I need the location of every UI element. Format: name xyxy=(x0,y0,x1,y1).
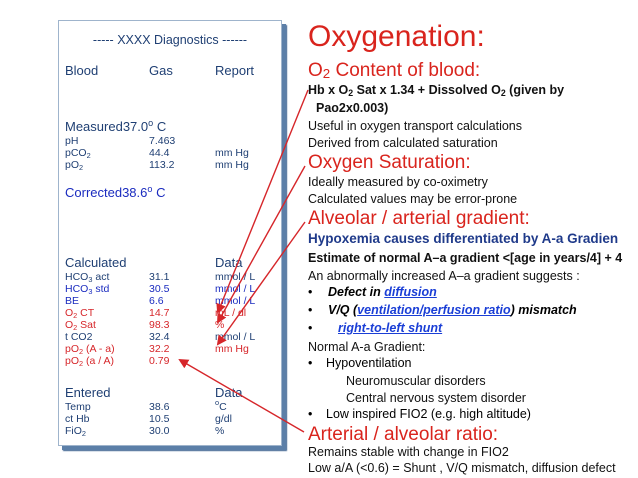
saturation-line-2: Calculated values may be error-prone xyxy=(308,192,518,206)
diffusion-link[interactable]: diffusion xyxy=(384,285,437,299)
row-value: 32.2 xyxy=(149,343,170,355)
bullet-low-fio2: • Low inspired FIO2 (e.g. high altitude) xyxy=(308,407,531,421)
bullet-dot: • xyxy=(308,285,313,299)
ratio-line-1: Remains stable with change in FIO2 xyxy=(308,445,509,459)
cns-text: Central nervous system disorder xyxy=(346,391,526,405)
row-value: 6.6 xyxy=(149,295,164,307)
row-name: pO2 (a / A) xyxy=(65,355,115,368)
row-name: FiO2 xyxy=(65,425,87,438)
corrected-label: Corrected38.6o C xyxy=(65,184,166,200)
row-value: 10.5 xyxy=(149,413,170,425)
row-unit: oC xyxy=(215,398,227,413)
row-name: O2 CT xyxy=(65,307,95,320)
row-value: 7.463 xyxy=(149,135,176,147)
row-name: HCO3 std xyxy=(65,283,110,296)
row-unit: mmol / L xyxy=(215,283,256,295)
report-title-text: XXXX Diagnostics xyxy=(117,33,219,47)
vq-ratio-link[interactable]: ventilation/perfusion ratio xyxy=(357,303,511,317)
notes-title: Oxygenation: xyxy=(308,20,485,53)
bullet-diffusion-text: Defect in diffusion xyxy=(328,285,437,299)
row-unit: mm Hg xyxy=(215,159,249,171)
ratio-line-2: Low a/A (<0.6) = Shunt , V/Q mismatch, d… xyxy=(308,461,616,475)
measured-label-text: Measured xyxy=(65,119,123,134)
measured-label: Measured37.0o C xyxy=(65,118,167,134)
normal-gradient-heading: Normal A-a Gradient: xyxy=(308,340,426,354)
row-unit: mm Hg xyxy=(215,343,249,355)
row-name: pO2 xyxy=(65,159,84,172)
row-name: Temp xyxy=(65,401,91,413)
row-value: 30.0 xyxy=(149,425,170,437)
bullet-diffusion: • Defect in diffusion xyxy=(308,285,437,299)
row-value: 0.79 xyxy=(149,355,170,367)
row-unit: mmol / L xyxy=(215,295,256,307)
bullet-dot: • xyxy=(308,407,313,421)
corrected-label-text: Corrected xyxy=(65,185,123,200)
saturation-heading: Oxygen Saturation: xyxy=(308,152,471,173)
row-name: pCO2 xyxy=(65,147,91,160)
gradient-subheading: Hypoxemia causes differentiated by A-a G… xyxy=(308,231,619,246)
row-name: ct Hb xyxy=(65,413,90,425)
row-name: HCO3 act xyxy=(65,271,110,284)
low-fio2-text: Low inspired FIO2 (e.g. high altitude) xyxy=(326,407,531,421)
shunt-link[interactable]: right-to-left shunt xyxy=(338,321,443,335)
bullet-dot: • xyxy=(308,356,313,370)
o2-content-formula: Hb x O2 Sat x 1.34 + Dissolved O2 (given… xyxy=(308,83,565,98)
row-name: pH xyxy=(65,135,79,147)
blood-gas-report: ----- XXXX Diagnostics ------ Blood Gas … xyxy=(58,20,282,446)
col-header-blood: Blood xyxy=(65,63,99,78)
row-value: 113.2 xyxy=(149,159,175,171)
row-unit: mL / dl xyxy=(215,307,247,319)
row-unit: mm Hg xyxy=(215,147,249,159)
row-value: 31.1 xyxy=(149,271,170,283)
row-unit: mmol / L xyxy=(215,331,256,343)
entered-label: Entered xyxy=(65,385,111,400)
bullet-dot: • xyxy=(308,303,313,317)
row-name: pO2 (A - a) xyxy=(65,343,115,356)
report-title: ----- XXXX Diagnostics ------ xyxy=(92,33,248,47)
o2-content-formula-cont: Pao2x0.003) xyxy=(316,101,389,115)
bullet-vq: • V/Q (ventilation/perfusion ratio) mism… xyxy=(308,303,577,317)
hypovent-text: Hypoventilation xyxy=(326,356,412,370)
row-value: 98.3 xyxy=(149,319,170,331)
row-unit: g/dl xyxy=(215,413,232,425)
neuro-text: Neuromuscular disorders xyxy=(346,374,486,388)
row-value: 38.6 xyxy=(149,401,170,413)
row-unit: mmol / L xyxy=(215,271,256,283)
row-value: 32.4 xyxy=(149,331,170,343)
row-value: 14.7 xyxy=(149,307,170,319)
row-name: t CO2 xyxy=(65,331,93,343)
o2-content-line-2: Derived from calculated saturation xyxy=(308,136,498,150)
row-name: O2 Sat xyxy=(65,319,96,332)
measured-temp-unit: C xyxy=(156,119,167,134)
bullet-shunt: • right-to-left shunt xyxy=(308,321,442,335)
bullet-vq-pre: V/Q ( xyxy=(328,303,358,317)
saturation-line-1: Ideally measured by co-oximetry xyxy=(308,175,488,189)
gradient-increase: An abnormally increased A–a gradient sug… xyxy=(308,269,580,283)
calculated-label: Calculated xyxy=(65,255,127,270)
gradient-heading: Alveolar / arterial gradient: xyxy=(308,208,530,229)
o2-content-heading: O2 Content of blood: xyxy=(308,60,481,81)
ratio-heading: Arterial / alveolar ratio: xyxy=(308,424,499,445)
o2-content-line-1: Useful in oxygen transport calculations xyxy=(308,119,523,133)
bullet-hypovent: • Hypoventilation xyxy=(308,356,411,370)
gradient-estimate: Estimate of normal A–a gradient <[age in… xyxy=(308,251,623,265)
entered-data-label: Data xyxy=(215,385,243,400)
row-name: BE xyxy=(65,295,80,307)
col-header-report: Report xyxy=(215,63,255,78)
measured-temp: 37.0 xyxy=(122,119,149,134)
bullet-vq-text: V/Q (ventilation/perfusion ratio) mismat… xyxy=(328,303,577,317)
col-header-gas: Gas xyxy=(149,63,173,78)
corrected-temp: 38.6 xyxy=(122,185,148,200)
row-unit: % xyxy=(215,425,225,437)
row-value: 44.4 xyxy=(149,147,170,159)
row-value: 30.5 xyxy=(149,283,170,295)
calculated-data-label: Data xyxy=(215,255,243,270)
bullet-dot: • xyxy=(308,321,313,335)
corrected-temp-unit: C xyxy=(156,185,166,200)
row-unit: % xyxy=(215,319,225,331)
bullet-vq-post: ) mismatch xyxy=(510,303,577,317)
